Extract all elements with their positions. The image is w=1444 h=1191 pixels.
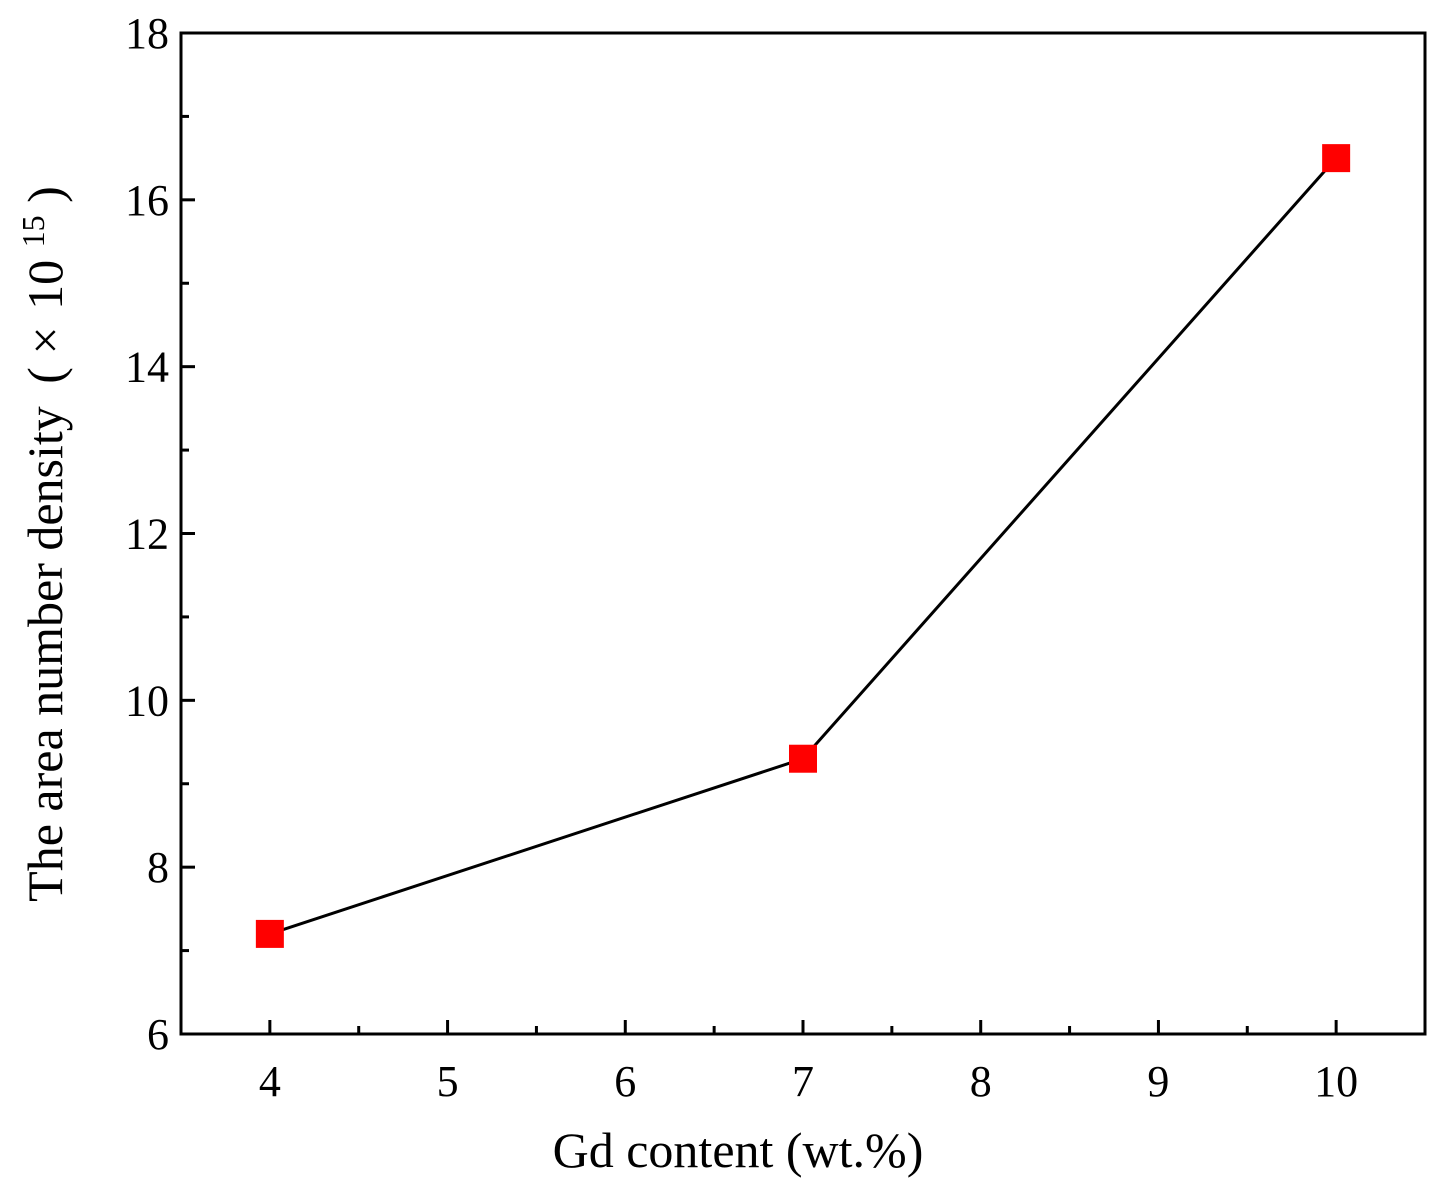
y-axis-unit-exponent: 15 — [15, 215, 51, 247]
y-tick-label: 10 — [125, 676, 169, 725]
data-series — [255, 144, 1351, 948]
y-tick-label: 16 — [125, 176, 169, 225]
y-tick-label: 14 — [125, 343, 169, 392]
data-point-marker — [789, 744, 817, 773]
y-axis-unit-open: ( — [17, 367, 73, 384]
series-line — [269, 157, 1338, 936]
y-tick-label: 18 — [125, 9, 169, 58]
x-tick-label: 7 — [792, 1057, 814, 1106]
plot-frame — [179, 31, 1427, 1036]
y-axis-label-group: The area number density ( × 10 15 ) — [0, 186, 73, 902]
x-tick-label: 4 — [259, 1057, 281, 1106]
y-axis-label: The area number density — [17, 406, 73, 902]
y-tick-label: 6 — [147, 1010, 169, 1059]
y-axis-unit-close: ) — [17, 186, 73, 203]
data-point-marker — [1322, 144, 1351, 173]
y-tick-label: 8 — [147, 843, 169, 892]
x-tick-label: 9 — [1147, 1057, 1169, 1106]
data-point-marker — [255, 919, 284, 948]
x-axis-label: Gd content (wt.%) — [553, 1122, 924, 1178]
y-axis-ticks: 6 8 10 12 14 16 18 — [125, 9, 195, 1059]
x-tick-label: 8 — [970, 1057, 992, 1106]
x-tick-label: 10 — [1314, 1057, 1358, 1106]
y-tick-label: 12 — [125, 510, 169, 559]
y-axis-unit-times: × — [17, 326, 73, 354]
x-tick-label: 6 — [614, 1057, 636, 1106]
x-tick-label: 5 — [437, 1057, 459, 1106]
svg-text:The area number density: The area number density ( × 10 15 ) — [0, 186, 73, 902]
y-axis-unit-base: 10 — [17, 260, 73, 310]
x-axis-ticks: 4 5 6 7 8 9 10 — [259, 1020, 1358, 1106]
